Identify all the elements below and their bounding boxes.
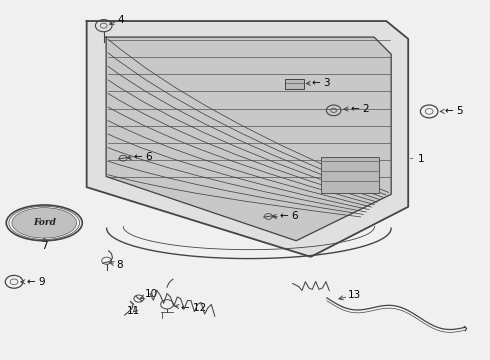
Bar — [320, 157, 379, 193]
Polygon shape — [106, 37, 391, 241]
Text: ← 6: ← 6 — [272, 211, 299, 221]
Text: ← 3: ← 3 — [306, 78, 331, 88]
Text: 1: 1 — [411, 154, 425, 163]
Text: ← 6: ← 6 — [127, 152, 152, 162]
Text: ← 5: ← 5 — [440, 107, 464, 116]
Text: 13: 13 — [339, 290, 362, 300]
Text: ← 12: ← 12 — [175, 303, 206, 313]
Text: 11: 11 — [127, 306, 140, 316]
Text: ← 9: ← 9 — [21, 277, 46, 287]
Polygon shape — [87, 21, 408, 257]
Ellipse shape — [12, 208, 76, 238]
Text: 7: 7 — [41, 238, 48, 251]
Text: Ford: Ford — [33, 219, 56, 228]
Text: 4: 4 — [110, 15, 124, 25]
Bar — [286, 79, 304, 89]
Text: 10: 10 — [141, 289, 158, 299]
Text: 8: 8 — [110, 260, 122, 270]
Text: ← 2: ← 2 — [344, 104, 370, 113]
